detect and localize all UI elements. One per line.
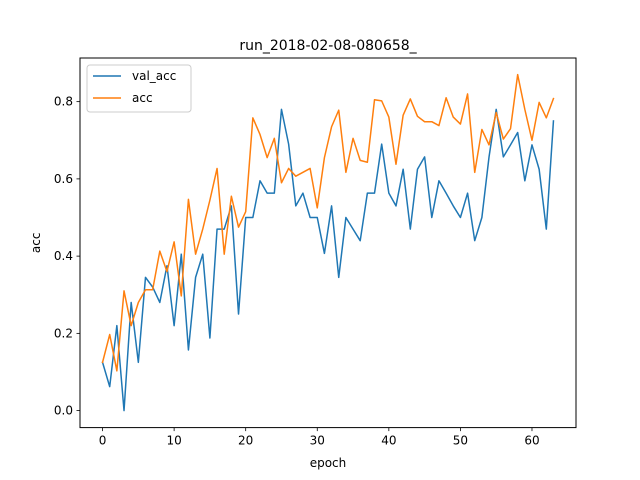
series-line-acc [101, 73, 555, 372]
x-axis: 0 10 20 30 40 50 60 [99, 427, 540, 448]
y-tick-label: 0.0 [54, 404, 73, 418]
y-tick-label: 0.6 [54, 172, 73, 186]
y-axis: 0.0 0.2 0.4 0.6 0.8 [54, 95, 80, 418]
x-axis-label: epoch [310, 456, 347, 470]
x-tick-label: 50 [453, 434, 468, 448]
plot-frame [79, 57, 577, 429]
series-line-val-acc [101, 108, 555, 412]
x-tick-label: 0 [99, 434, 107, 448]
legend-label-val-acc: val_acc [132, 69, 176, 83]
y-tick-label: 0.4 [54, 249, 73, 263]
x-tick-label: 60 [524, 434, 539, 448]
y-axis-label: acc [29, 233, 43, 254]
x-tick-label: 20 [238, 434, 253, 448]
y-tick-label: 0.2 [54, 326, 73, 340]
y-tick-label: 0.8 [54, 95, 73, 109]
plot-lines [101, 73, 555, 412]
x-tick-label: 30 [310, 434, 325, 448]
legend-label-acc: acc [132, 91, 153, 105]
x-tick-label: 40 [381, 434, 396, 448]
x-tick-label: 10 [166, 434, 181, 448]
legend: val_acc acc [86, 64, 192, 113]
chart-title: run_2018-02-08-080658_ [239, 38, 417, 54]
